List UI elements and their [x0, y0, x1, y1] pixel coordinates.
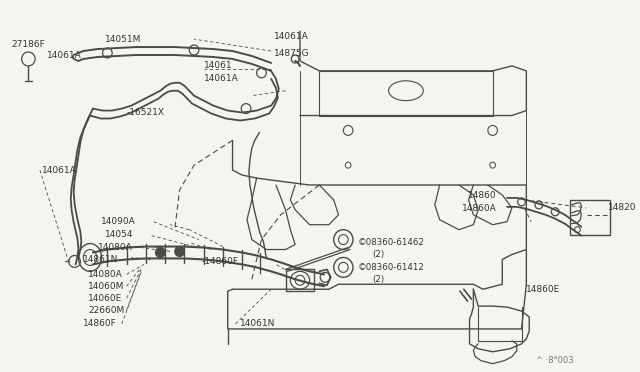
Text: -14860F: -14860F [202, 257, 239, 266]
Text: 27186F: 27186F [11, 39, 45, 49]
Text: 14080A: 14080A [98, 243, 132, 252]
Text: 14861N: 14861N [83, 255, 118, 264]
Text: 14061: 14061 [204, 61, 232, 70]
Circle shape [156, 247, 165, 257]
Bar [285, 269, 314, 291]
Text: 14080A: 14080A [88, 270, 123, 279]
Text: -16521X: -16521X [127, 108, 164, 117]
Text: (2): (2) [372, 250, 385, 259]
Text: ©08360-61462: ©08360-61462 [358, 238, 425, 247]
Text: 14090A: 14090A [100, 217, 135, 226]
Text: 14060M: 14060M [88, 282, 124, 291]
Text: (2): (2) [372, 275, 385, 284]
Text: 14054: 14054 [106, 230, 134, 239]
Text: 14061A: 14061A [42, 166, 77, 174]
Text: ©08360-61412: ©08360-61412 [358, 263, 425, 272]
Text: 14061A: 14061A [274, 32, 308, 41]
Circle shape [175, 247, 184, 256]
Text: 14820: 14820 [608, 203, 637, 212]
Text: 14060E: 14060E [88, 294, 122, 303]
Text: 14061A: 14061A [204, 74, 239, 83]
Text: 14051M: 14051M [106, 35, 142, 44]
Text: 14860F: 14860F [83, 320, 117, 328]
Text: 14061A: 14061A [47, 51, 81, 61]
Text: 14860: 14860 [468, 192, 496, 201]
Text: 22660M: 22660M [88, 305, 124, 315]
Text: ^ ·8°003: ^ ·8°003 [536, 356, 573, 365]
Bar [570, 200, 610, 235]
Text: 14061N: 14061N [240, 320, 276, 328]
Text: 14875G: 14875G [274, 48, 310, 58]
Text: 14860E: 14860E [526, 285, 561, 294]
Text: 14860A: 14860A [462, 204, 497, 213]
